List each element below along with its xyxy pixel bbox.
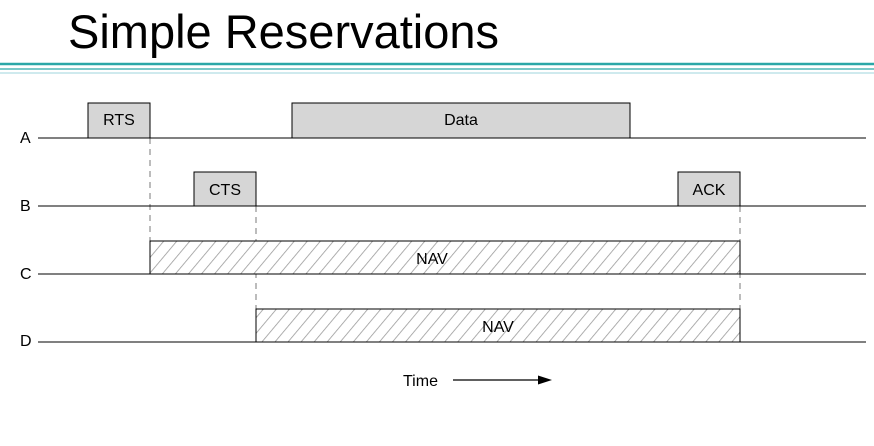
arrow-right-icon [538,375,552,385]
station-label-b: B [20,198,31,215]
station-b: B CTS ACK [20,171,866,215]
station-c: C NAV [20,240,866,283]
cts-frame-label: CTS [209,182,241,199]
data-frame [291,102,631,139]
nav-c-label: NAV [416,251,448,268]
rts-frame [87,102,151,139]
cts-frame [193,171,257,207]
station-d: D NAV [20,308,866,350]
station-label-a: A [20,130,31,147]
ack-frame-label: ACK [693,182,726,199]
slide-title: Simple Reservations [68,5,500,58]
nav-d-label: NAV [482,319,514,336]
data-frame-label: Data [444,112,478,129]
nav-c [149,240,741,275]
ack-frame [677,171,741,207]
station-a: A RTS Data [20,102,866,147]
time-label: Time [403,373,438,390]
time-axis: Time [403,373,552,390]
nav-d [255,308,741,343]
title-underline [0,62,874,74]
station-label-d: D [20,333,32,350]
rts-frame-label: RTS [103,112,135,129]
timing-guides [149,138,741,309]
station-label-c: C [20,266,32,283]
